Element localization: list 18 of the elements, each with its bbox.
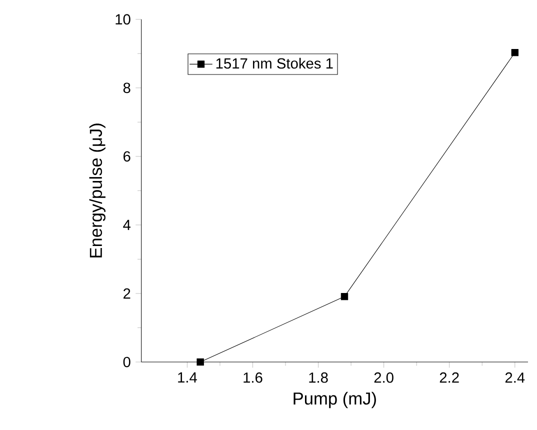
legend-label: 1517 nm Stokes 1	[216, 58, 333, 69]
y-tick-label: 4	[123, 220, 130, 230]
point	[340, 292, 348, 300]
y-tick-label: 8	[123, 82, 130, 94]
y-axis-title: Energy/pulse (μJ)	[89, 124, 106, 258]
y-tick-label: 0	[123, 356, 130, 368]
x-tick-label: 1.6	[244, 372, 262, 383]
x-tick-label: 1.8	[309, 372, 328, 383]
y-tick-label: 10	[116, 14, 130, 25]
y-tick-label: 2	[124, 288, 130, 299]
x-tick-label: 2.4	[505, 372, 525, 383]
y-tick-label: 6	[124, 151, 130, 162]
x-tick-label: 1.4	[178, 372, 197, 382]
x-axis-title: Pump (mJ)	[294, 392, 376, 408]
point	[511, 48, 518, 56]
x-tick-label: 2.0	[374, 372, 394, 383]
point	[196, 358, 204, 366]
x-tick-label: 2.2	[440, 372, 459, 383]
